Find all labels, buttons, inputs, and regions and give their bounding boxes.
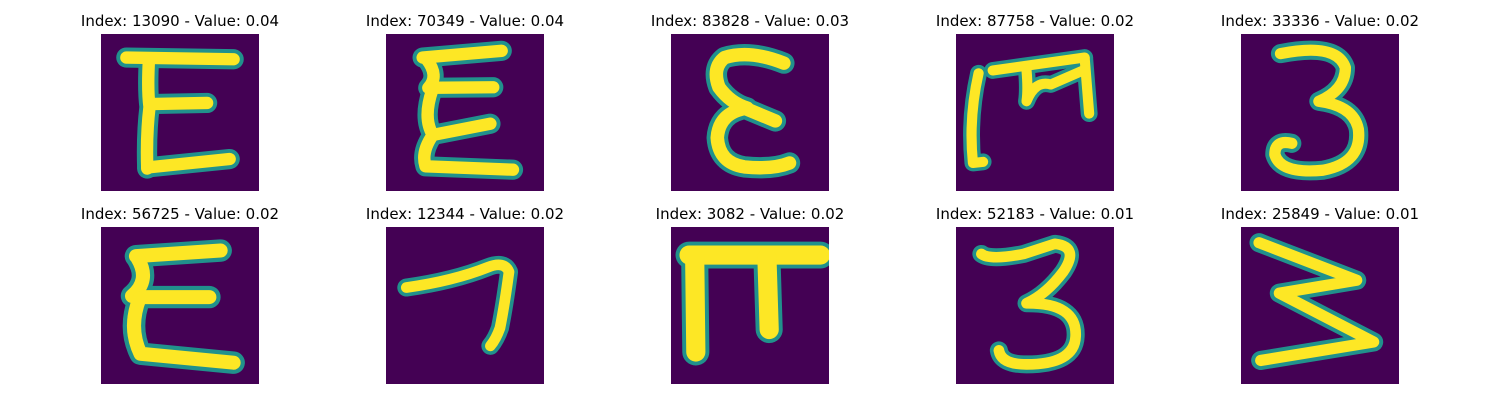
panel-title: Index: 70349 - Value: 0.04 — [365, 12, 565, 30]
digit-image — [101, 34, 259, 191]
digit-image — [956, 227, 1114, 384]
digit-image — [101, 227, 259, 384]
digit-image — [956, 34, 1114, 191]
digit-image — [671, 34, 829, 191]
panel-title: Index: 3082 - Value: 0.02 — [655, 205, 845, 223]
digit-image — [1241, 227, 1399, 384]
panel-title: Index: 13090 - Value: 0.04 — [80, 12, 280, 30]
digit-image — [1241, 34, 1399, 191]
panel-title: Index: 25849 - Value: 0.01 — [1220, 205, 1420, 223]
panel-title: Index: 33336 - Value: 0.02 — [1220, 12, 1420, 30]
panel-title: Index: 12344 - Value: 0.02 — [365, 205, 565, 223]
panel-title: Index: 87758 - Value: 0.02 — [935, 12, 1135, 30]
panel-title: Index: 52183 - Value: 0.01 — [935, 205, 1135, 223]
panel-title: Index: 56725 - Value: 0.02 — [80, 205, 280, 223]
digit-image — [671, 227, 829, 384]
digit-image — [386, 34, 544, 191]
panel-title: Index: 83828 - Value: 0.03 — [650, 12, 850, 30]
digit-image — [386, 227, 544, 384]
